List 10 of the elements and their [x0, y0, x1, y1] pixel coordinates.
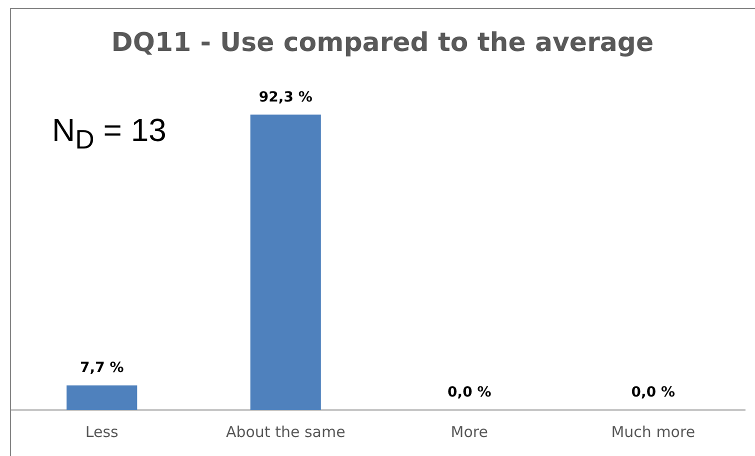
- data-label: 7,7 %: [80, 360, 124, 376]
- data-label: 92,3 %: [258, 89, 312, 106]
- x-tick-label: Less: [85, 422, 119, 441]
- chart-title: DQ11 - Use compared to the average: [110, 28, 655, 58]
- x-tick-label: About the same: [226, 422, 346, 441]
- data-label: 0,0 %: [631, 384, 675, 401]
- data-label: 0,0 %: [448, 384, 492, 401]
- x-tick-label: More: [450, 422, 488, 441]
- x-tick-label: Much more: [611, 422, 696, 441]
- annotation: N$_{D}$ = 13: [52, 112, 166, 156]
